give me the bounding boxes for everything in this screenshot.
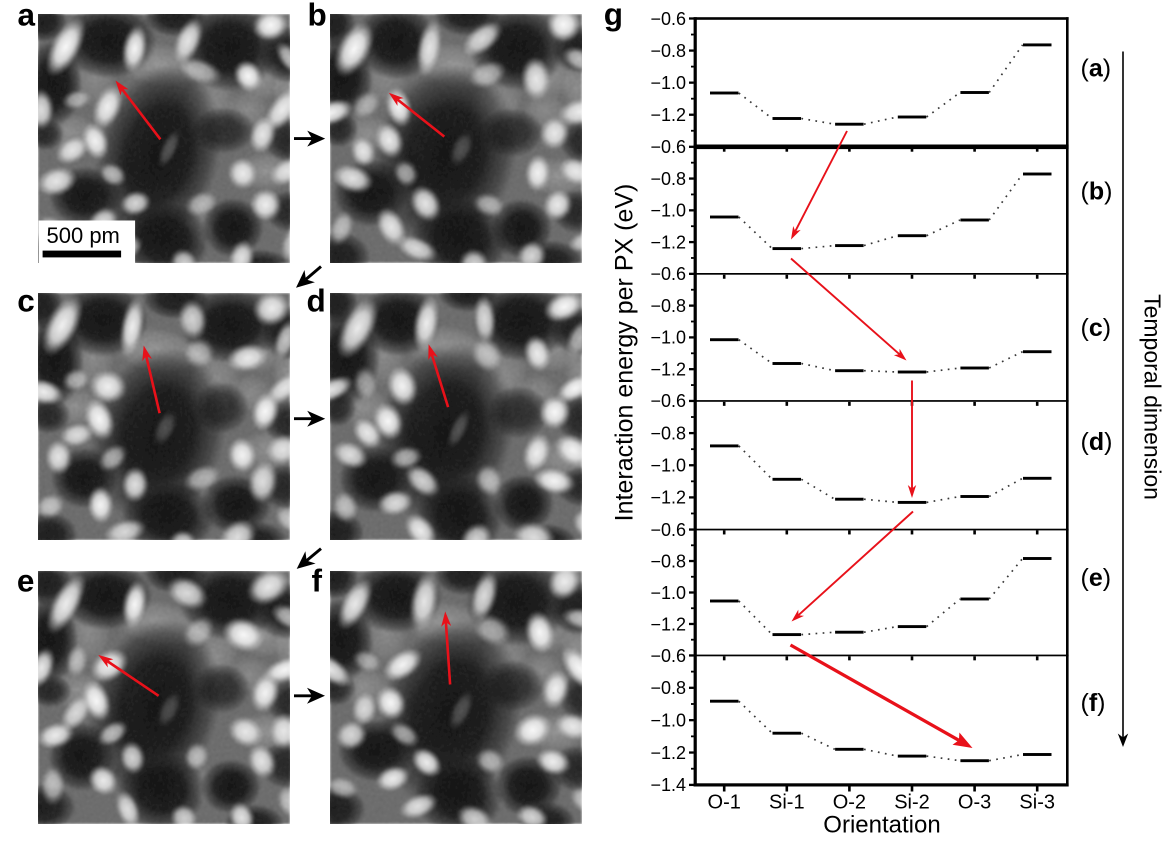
svg-text:−0.8: −0.8 (650, 41, 686, 61)
svg-text:(b): (b) (1081, 177, 1113, 205)
svg-text:−1.0: −1.0 (650, 201, 686, 221)
svg-text:Si-2: Si-2 (894, 792, 930, 814)
svg-text:Si-3: Si-3 (1019, 792, 1055, 814)
svg-text:(d): (d) (1081, 428, 1113, 456)
svg-text:−0.6: −0.6 (650, 391, 686, 411)
svg-text:−1.2: −1.2 (650, 488, 686, 508)
svg-text:−1.0: −1.0 (650, 583, 686, 603)
svg-text:g: g (604, 0, 623, 32)
svg-text:e: e (17, 562, 35, 598)
svg-text:b: b (308, 0, 327, 33)
svg-text:a: a (18, 0, 36, 33)
svg-text:(c): (c) (1081, 314, 1112, 342)
svg-text:Orientation: Orientation (823, 812, 940, 839)
svg-text:−1.2: −1.2 (650, 614, 686, 634)
svg-text:Interaction energy per PX (eV): Interaction energy per PX (eV) (611, 184, 639, 522)
svg-text:−0.6: −0.6 (650, 137, 686, 157)
svg-text:−1.0: −1.0 (650, 711, 686, 731)
svg-text:−1.2: −1.2 (650, 360, 686, 380)
svg-text:−1.0: −1.0 (650, 328, 686, 348)
svg-text:O-2: O-2 (833, 792, 866, 814)
svg-text:f: f (312, 562, 323, 598)
svg-text:(e): (e) (1081, 564, 1112, 592)
svg-text:−1.4: −1.4 (650, 775, 686, 795)
svg-text:−1.0: −1.0 (650, 73, 686, 93)
svg-text:d: d (307, 283, 326, 319)
svg-text:Si-1: Si-1 (769, 792, 805, 814)
svg-text:O-1: O-1 (708, 792, 741, 814)
svg-text:−0.6: −0.6 (650, 646, 686, 666)
svg-text:O-3: O-3 (958, 792, 991, 814)
svg-text:−0.8: −0.8 (650, 169, 686, 189)
svg-text:−0.8: −0.8 (650, 296, 686, 316)
svg-text:−0.6: −0.6 (650, 520, 686, 540)
svg-text:−1.0: −1.0 (650, 456, 686, 476)
svg-text:Temporal dimension: Temporal dimension (1140, 294, 1166, 500)
svg-text:500 pm: 500 pm (47, 223, 120, 248)
svg-text:−0.6: −0.6 (650, 264, 686, 284)
svg-text:−1.2: −1.2 (650, 105, 686, 125)
svg-text:−0.8: −0.8 (650, 423, 686, 443)
svg-text:−1.2: −1.2 (650, 743, 686, 763)
svg-text:(a): (a) (1081, 54, 1112, 82)
svg-text:−1.2: −1.2 (650, 232, 686, 252)
svg-text:−0.6: −0.6 (650, 9, 686, 29)
svg-text:−0.8: −0.8 (650, 678, 686, 698)
svg-text:−0.8: −0.8 (650, 551, 686, 571)
svg-text:(f): (f) (1081, 689, 1106, 717)
svg-text:c: c (17, 283, 35, 319)
